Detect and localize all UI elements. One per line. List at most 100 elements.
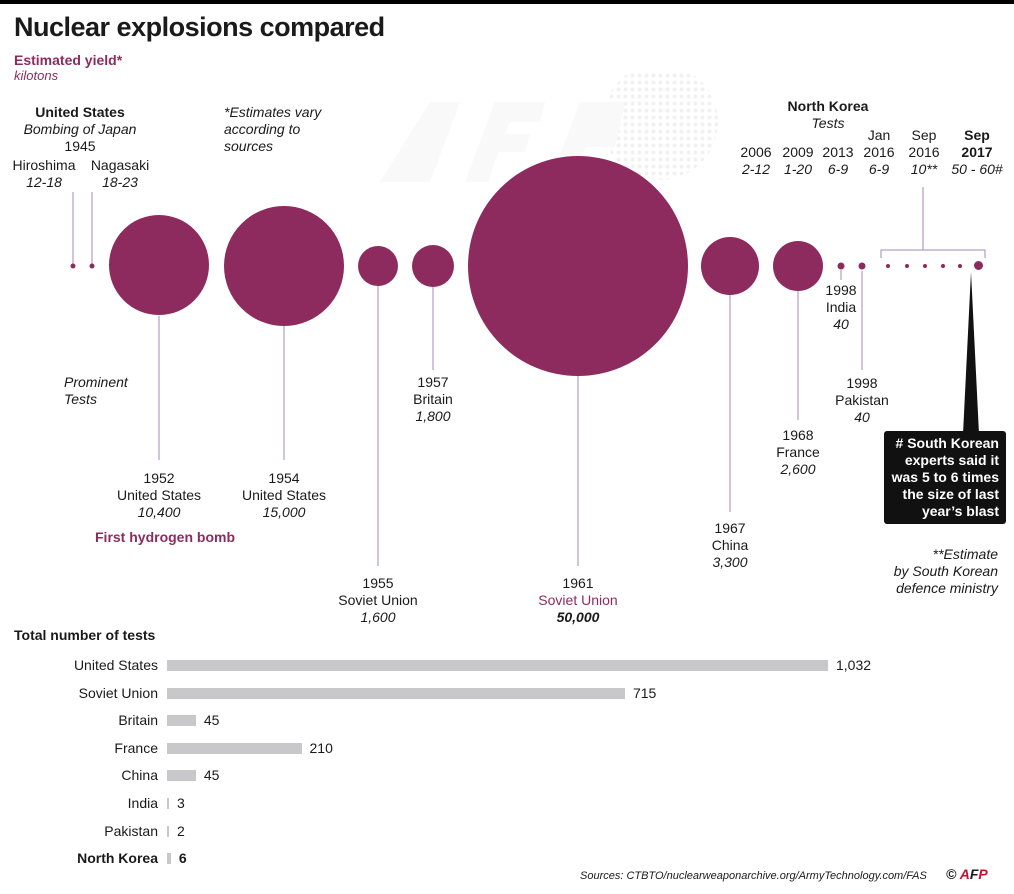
tests-bar — [167, 688, 625, 699]
test-country: United States — [241, 487, 327, 503]
tests-bar — [167, 826, 169, 837]
test-yield: 3,300 — [712, 554, 748, 570]
test-yield: 1,600 — [360, 609, 396, 625]
south-korea-callout: # South Korean experts said it was 5 to … — [884, 431, 1006, 524]
bar-category-label: Britain — [118, 712, 158, 728]
label-1952: 1952 United States 10,400 — [99, 470, 219, 521]
nk-test-jan2016: Jan 2016 6-9 — [857, 127, 901, 178]
tests-bar — [167, 853, 171, 864]
estimates-note-line: sources — [224, 138, 274, 154]
test-year: 1955 — [362, 575, 394, 591]
bubble-1957-britain — [412, 245, 454, 287]
label-1954: 1954 United States 15,000 — [224, 470, 344, 521]
yield-circles — [70, 156, 866, 376]
nk-date: 2017 — [961, 144, 993, 160]
nk-date: 2006 — [740, 144, 772, 160]
test-year: 1957 — [417, 374, 449, 390]
bubble-hiroshima — [70, 263, 76, 269]
top-rule — [0, 0, 1014, 4]
first-hydrogen-bomb: First hydrogen bomb — [95, 529, 235, 545]
test-yield: 40 — [833, 316, 849, 332]
tests-bar — [167, 743, 302, 754]
afp-logo-letter: P — [978, 866, 988, 882]
label-1961: 1961 Soviet Union 50,000 — [518, 575, 638, 626]
leader-nk-bracket — [880, 249, 986, 258]
north-korea-header: North Korea Tests — [768, 98, 888, 132]
nk-date: 2016 — [908, 144, 940, 160]
city-yield: 12-18 — [26, 174, 62, 190]
bubble-1961-ussr — [468, 156, 688, 376]
test-country: Pakistan — [835, 392, 889, 408]
prominent-line: Prominent — [64, 374, 128, 390]
copyright-symbol: © — [946, 866, 957, 882]
nk-test-2013: 2013 6-9 — [816, 144, 860, 178]
test-country: Soviet Union — [538, 592, 618, 608]
nk-yield: 10** — [910, 161, 938, 177]
nk-test-sep2017: Sep 2017 50 - 60# — [948, 127, 1006, 178]
test-year: 1998 — [825, 282, 857, 298]
callout-line: was 5 to 6 times — [891, 469, 999, 485]
estimates-note-line: *Estimates vary — [224, 104, 322, 120]
label-1968: 1968 France 2,600 — [738, 427, 858, 478]
nk-test-2006: 2006 2-12 — [734, 144, 778, 178]
bubble-1955-ussr — [358, 246, 398, 286]
test-country: India — [825, 299, 857, 315]
test-country: Soviet Union — [338, 592, 418, 608]
bar-category-label: North Korea — [77, 850, 158, 866]
nk-date: 2013 — [822, 144, 854, 160]
estimates-note-line: according to — [224, 121, 301, 137]
nk-dot-sep2016 — [958, 264, 962, 268]
ministry-note: **Estimate by South Korean defence minis… — [894, 546, 998, 597]
nk-test-2009: 2009 1-20 — [776, 144, 820, 178]
test-year: 1961 — [562, 575, 594, 591]
label-1955: 1955 Soviet Union 1,600 — [318, 575, 438, 626]
bar-value-label: 45 — [203, 712, 220, 728]
test-year: 1998 — [846, 375, 878, 391]
label-pakistan: 1998 Pakistan 40 — [822, 375, 902, 426]
nk-dot-2009 — [905, 264, 909, 268]
nk-dot-2013 — [923, 264, 927, 268]
japan-year: 1945 — [64, 138, 96, 154]
bar-category-label: Soviet Union — [78, 685, 158, 701]
nk-caption: Tests — [811, 115, 845, 131]
tests-bar — [167, 715, 196, 726]
ministry-line: defence ministry — [896, 580, 998, 596]
afp-logo: © AFP — [946, 866, 988, 882]
nk-dot-sep2017 — [974, 261, 983, 270]
city-name: Hiroshima — [12, 157, 76, 173]
callout-pointer — [963, 272, 979, 434]
nk-yield: 6-9 — [868, 161, 890, 177]
tests-chart-title: Total number of tests — [14, 627, 156, 643]
test-yield: 1,800 — [415, 408, 451, 424]
nk-date: Jan — [867, 127, 891, 143]
ministry-line: **Estimate — [932, 546, 998, 562]
source-note: Sources: CTBTO/nuclearweaponarchive.org/… — [580, 870, 927, 882]
test-yield: 15,000 — [262, 504, 306, 520]
leader-lines — [72, 187, 986, 566]
label-1957: 1957 Britain 1,800 — [373, 374, 493, 425]
bar-value-label: 2 — [177, 823, 185, 839]
test-year: 1952 — [143, 470, 175, 486]
yield-bubble-chart — [70, 156, 986, 566]
nk-date: 2009 — [782, 144, 814, 160]
bubble-1998-india — [837, 262, 845, 270]
label-1967: 1967 China 3,300 — [670, 520, 790, 571]
tests-bar — [167, 798, 169, 809]
test-country: France — [776, 444, 820, 460]
bar-value-label: 45 — [203, 767, 220, 783]
estimates-note: *Estimates vary according to sources — [224, 104, 321, 155]
bar-category-label: France — [114, 740, 158, 756]
test-yield: 50,000 — [556, 609, 600, 625]
bar-value-label: 6 — [178, 850, 187, 866]
nk-yield: 1-20 — [783, 161, 813, 177]
bubble-1998-pakistan — [858, 262, 866, 270]
japan-caption: Bombing of Japan — [23, 121, 137, 137]
nk-test-sep2016: Sep 2016 10** — [899, 127, 949, 178]
bar-category-label: China — [121, 767, 158, 783]
nk-date: Sep — [911, 127, 937, 143]
city-name: Nagasaki — [90, 157, 150, 173]
bubble-1952-us — [109, 215, 209, 315]
yield-subtitle: Estimated yield* — [14, 52, 123, 68]
afp-logo-letter: F — [969, 866, 979, 882]
nk-date: Sep — [964, 127, 990, 143]
